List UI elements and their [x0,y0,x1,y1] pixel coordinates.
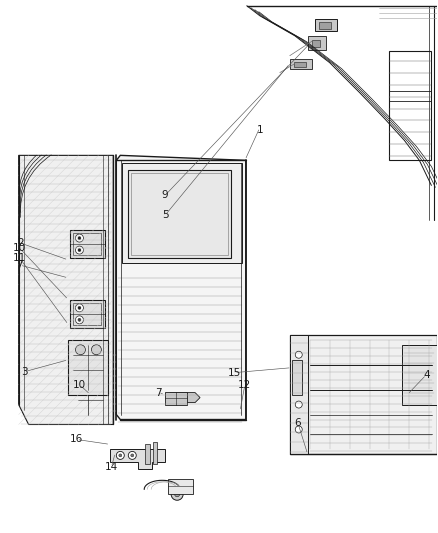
Circle shape [295,376,302,383]
Bar [153,442,157,464]
Bar [294,62,306,67]
Text: 9: 9 [162,190,169,200]
Text: 10: 10 [13,243,26,253]
Bar [128,171,231,258]
Circle shape [131,454,134,457]
Circle shape [295,351,302,358]
Text: 16: 16 [70,434,83,445]
Bar [308,36,326,50]
Circle shape [78,318,81,321]
Text: 10: 10 [73,379,86,390]
Bar [292,360,302,394]
Bar [145,445,150,464]
Bar [165,392,187,405]
Text: 11: 11 [13,253,26,263]
Text: 3: 3 [21,367,28,377]
Circle shape [78,306,81,309]
Bar [312,40,320,47]
Polygon shape [117,155,246,419]
Circle shape [78,237,81,240]
Circle shape [78,248,81,252]
Circle shape [75,345,85,355]
Bar [74,233,101,255]
Circle shape [75,304,83,312]
Circle shape [75,234,83,242]
Circle shape [175,492,180,497]
Bar [71,230,106,258]
Circle shape [295,401,302,408]
Bar [389,51,431,160]
Text: 1: 1 [257,125,263,135]
Text: 14: 14 [105,462,118,472]
Text: 2: 2 [18,238,24,248]
Circle shape [295,426,302,433]
Circle shape [75,246,83,254]
Bar [314,19,337,31]
Text: 7: 7 [16,260,23,270]
Circle shape [128,451,136,459]
Bar [131,173,228,255]
Bar [122,163,242,263]
Circle shape [171,488,183,500]
Bar [290,59,312,69]
Bar [74,303,101,325]
Text: 4: 4 [423,370,430,379]
Circle shape [92,345,101,355]
Text: 6: 6 [294,417,301,427]
Polygon shape [19,155,113,424]
Text: 7: 7 [155,387,162,398]
Polygon shape [110,449,165,470]
Bar [68,340,108,394]
Bar [319,22,331,29]
Text: 5: 5 [162,210,169,220]
Bar [71,300,106,328]
Bar [403,345,437,405]
Bar [290,335,437,455]
Bar [290,335,308,455]
Text: 12: 12 [238,379,251,390]
Bar [168,479,193,494]
Text: 15: 15 [227,368,240,378]
Circle shape [119,454,122,457]
Circle shape [75,316,83,324]
Polygon shape [170,393,200,402]
Circle shape [117,451,124,459]
